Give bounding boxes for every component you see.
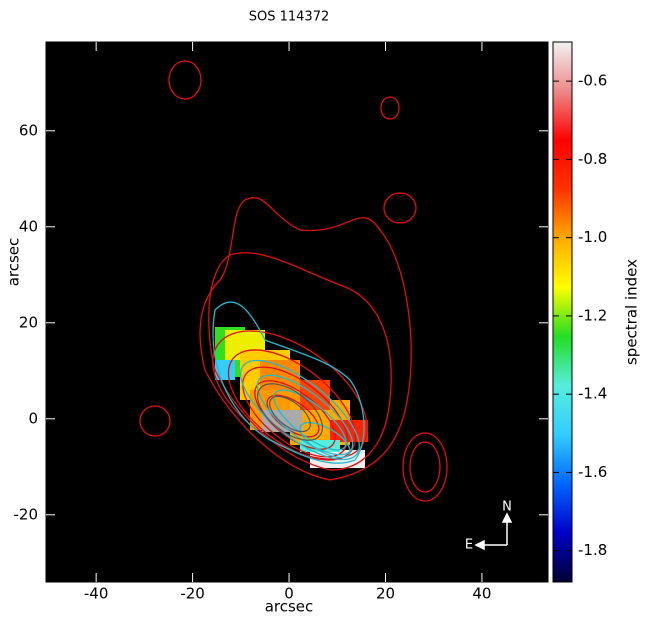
x-tick-label: 0 (284, 585, 294, 603)
colorbar-tick-label: -1.4 (578, 385, 607, 403)
chart: SOS 114372 (0, 0, 652, 618)
plot-area (46, 42, 548, 582)
y-tick-label: 0 (28, 409, 38, 427)
compass-north: N (502, 500, 512, 515)
colorbar-tick-label: -0.8 (578, 150, 607, 168)
chart-title: SOS 114372 (249, 10, 330, 25)
colorbar-label: spectral index (623, 259, 641, 365)
colorbar-tick-label: -0.6 (578, 72, 607, 90)
colorbar-tick-label: -1.6 (578, 463, 607, 481)
colorbar-tick-label: -1.8 (578, 541, 607, 559)
colorbar-tick-label: -1.0 (578, 228, 607, 246)
x-tick-label: -40 (84, 585, 109, 603)
y-axis-label: arcsec (5, 238, 23, 287)
y-tick-label: 60 (19, 121, 38, 139)
y-tick-label: -20 (14, 505, 39, 523)
x-tick-label: 40 (472, 585, 491, 603)
colorbar-tick-label: -1.2 (578, 306, 607, 324)
y-tick-label: 20 (19, 313, 38, 331)
compass-east: E (465, 538, 473, 553)
colorbar (553, 42, 572, 582)
x-tick-label: 20 (376, 585, 395, 603)
y-tick-label: 40 (19, 217, 38, 235)
x-tick-label: -20 (180, 585, 205, 603)
